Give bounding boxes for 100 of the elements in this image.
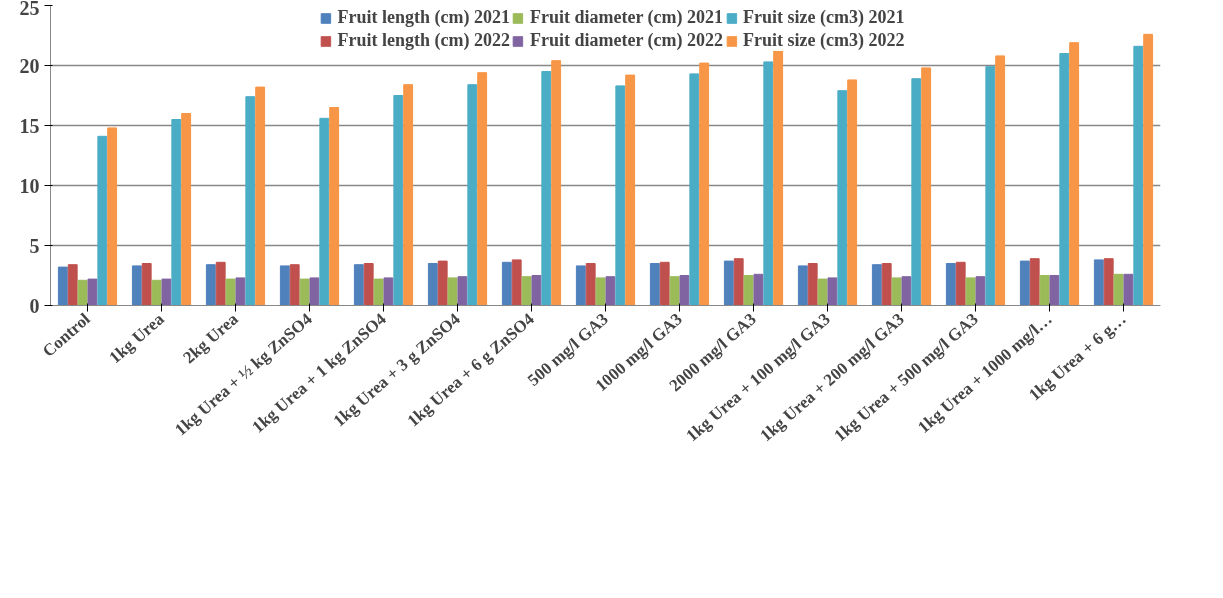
bar	[649, 263, 660, 306]
legend-label: Fruit diameter (cm) 2022	[529, 30, 724, 51]
bar	[501, 261, 512, 306]
bar	[595, 277, 606, 306]
legend-label: Fruit size (cm3) 2021	[743, 7, 905, 28]
bar	[511, 259, 522, 306]
bar	[551, 60, 562, 306]
bar	[679, 275, 690, 306]
legend-label: Fruit length (cm) 2021	[337, 7, 510, 28]
bar	[299, 278, 310, 306]
bar	[427, 263, 438, 306]
bar	[309, 277, 320, 306]
y-tick-label: 10	[19, 174, 40, 197]
bar	[541, 71, 552, 306]
bar	[1103, 258, 1114, 306]
bar	[279, 265, 290, 306]
bar	[447, 277, 458, 306]
bar	[995, 55, 1006, 306]
bar	[245, 96, 256, 306]
bar	[615, 85, 626, 306]
bar	[1093, 259, 1104, 306]
bar	[901, 276, 912, 306]
bar	[605, 276, 616, 306]
bar	[669, 276, 680, 306]
bar	[1019, 260, 1030, 306]
y-tick-label: 25	[19, 0, 40, 19]
bar	[965, 277, 976, 306]
bar	[393, 95, 404, 306]
bar	[921, 67, 932, 306]
bar	[215, 261, 226, 306]
bar	[1143, 33, 1154, 306]
legend-label: Fruit length (cm) 2022	[337, 30, 510, 51]
bar	[753, 273, 764, 306]
bar	[57, 266, 68, 306]
bar	[1049, 275, 1060, 306]
bar	[837, 90, 848, 306]
bar	[255, 86, 266, 306]
bar	[817, 278, 828, 306]
bar	[1069, 42, 1080, 306]
bar	[699, 62, 710, 306]
bar	[847, 79, 858, 306]
bar	[141, 263, 152, 306]
bar	[975, 276, 986, 306]
bar	[689, 73, 700, 306]
bar	[733, 258, 744, 306]
bar	[773, 49, 784, 306]
bar	[521, 276, 532, 306]
bar	[77, 279, 88, 306]
bar	[945, 263, 956, 306]
bar	[1133, 45, 1144, 306]
legend-label: Fruit size (cm3) 2022	[743, 30, 905, 51]
bar	[1123, 273, 1134, 306]
bar	[67, 264, 78, 306]
bar	[575, 265, 586, 306]
bar	[457, 276, 468, 306]
bar	[235, 277, 246, 306]
bar	[871, 264, 882, 306]
bar	[329, 107, 340, 306]
bar	[723, 260, 734, 306]
bar	[97, 135, 108, 306]
y-tick-label: 5	[29, 234, 40, 257]
bar	[181, 113, 192, 306]
bar	[955, 261, 966, 306]
bar	[353, 264, 364, 306]
bar	[763, 61, 774, 306]
bar	[467, 84, 478, 306]
bar	[1113, 273, 1124, 306]
bar	[171, 119, 182, 306]
bar	[383, 277, 394, 306]
bar	[151, 279, 162, 306]
bar	[161, 278, 172, 306]
bar	[87, 278, 98, 306]
bar	[319, 117, 330, 306]
bar	[911, 78, 922, 306]
bar	[225, 278, 236, 306]
bar	[1029, 258, 1040, 306]
y-tick-label: 0	[29, 294, 40, 317]
bar	[1059, 53, 1070, 306]
bar	[1039, 275, 1050, 306]
bar	[477, 72, 488, 306]
bar	[743, 275, 754, 306]
x-tick-label: 1kg Urea	[105, 309, 169, 368]
bar	[585, 263, 596, 306]
bar	[107, 127, 118, 306]
x-tick-label: 2kg Urea	[179, 309, 243, 368]
bar	[985, 66, 996, 306]
bar	[205, 264, 216, 306]
legend-label: Fruit diameter (cm) 2021	[529, 7, 724, 28]
bar	[659, 261, 670, 306]
bar	[881, 263, 892, 306]
bar	[131, 265, 142, 306]
bar	[289, 264, 300, 306]
bar	[437, 260, 448, 306]
bar	[373, 278, 384, 306]
bar	[403, 84, 414, 306]
y-tick-label: 20	[19, 54, 40, 77]
bar	[363, 263, 374, 306]
bar	[797, 265, 808, 306]
bar	[531, 275, 542, 306]
bar	[891, 277, 902, 306]
